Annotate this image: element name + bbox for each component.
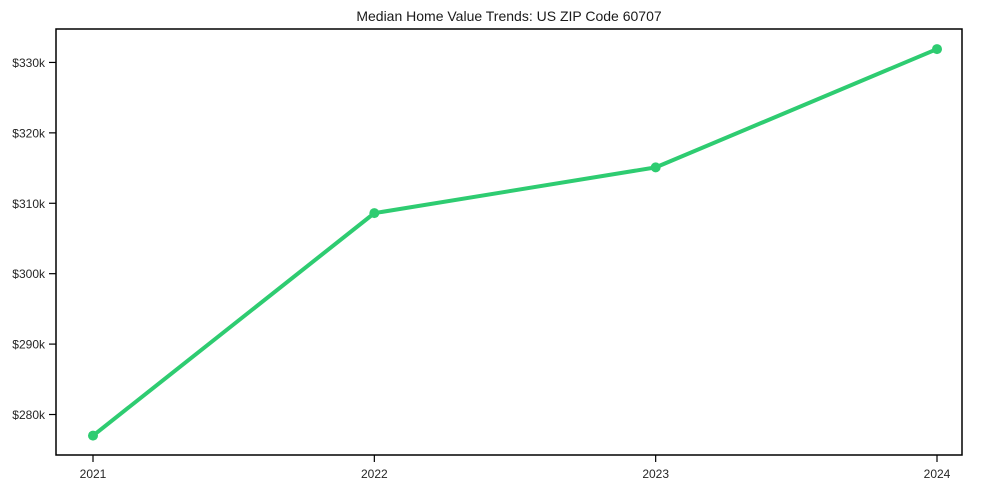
x-tick-label: 2023 bbox=[642, 467, 669, 481]
y-tick-label: $290k bbox=[12, 338, 46, 352]
y-tick-label: $320k bbox=[12, 126, 46, 140]
y-tick-label: $330k bbox=[12, 56, 46, 70]
plot-border bbox=[55, 28, 963, 456]
trend-line bbox=[91, 47, 939, 438]
chart-title: Median Home Value Trends: US ZIP Code 60… bbox=[356, 8, 662, 24]
plot-area: $280k $290k $300k $310k $320k $330k 2021 2022 20… bbox=[12, 28, 963, 481]
y-tick-label: $310k bbox=[12, 197, 46, 211]
data-point-marker bbox=[88, 430, 98, 441]
data-point-marker bbox=[369, 208, 380, 219]
data-point-marker bbox=[650, 162, 661, 173]
x-tick-label: 2021 bbox=[80, 467, 107, 481]
x-tick-label: 2022 bbox=[361, 467, 388, 481]
y-tick-label: $280k bbox=[12, 408, 46, 422]
x-tick-label: 2024 bbox=[924, 467, 951, 481]
y-tick-label: $300k bbox=[12, 267, 46, 281]
data-point-marker bbox=[932, 44, 942, 55]
